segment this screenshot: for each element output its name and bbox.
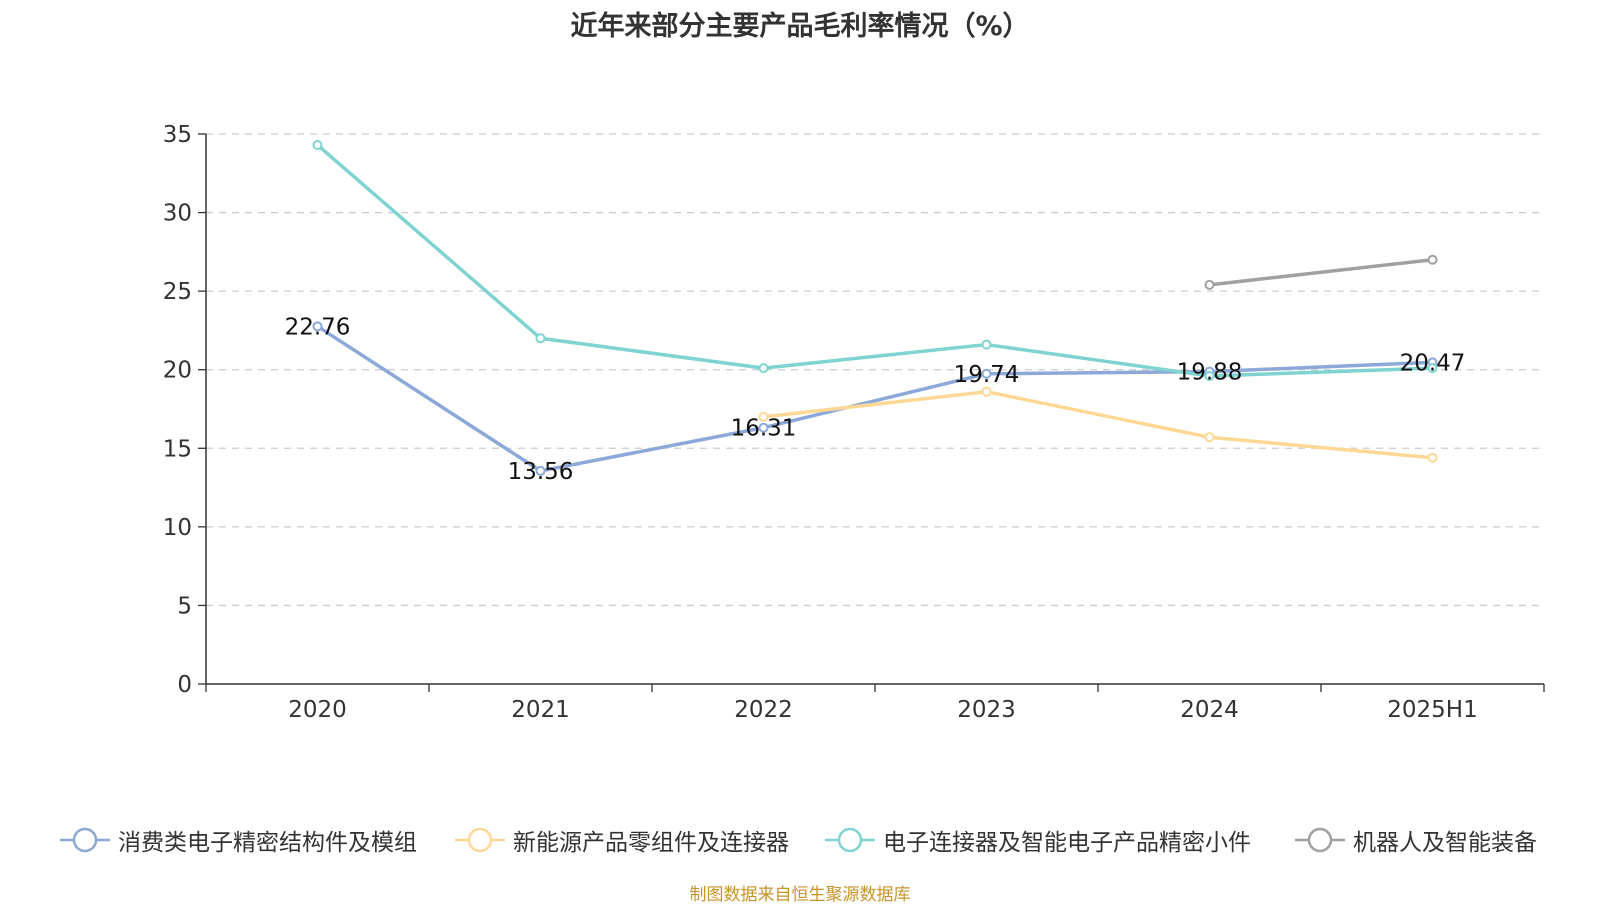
data-point-s2-2021 bbox=[535, 333, 546, 344]
axes: 0 5 10 15 20 25 30 35 2020 2021 2022 2023 2024 2025H1 bbox=[163, 122, 1545, 723]
data-point-s1-2025H1 bbox=[1427, 452, 1438, 463]
y-tick-label-0: 0 bbox=[177, 672, 192, 698]
legend-item-1[interactable]: 新能源产品零组件及连接器 bbox=[455, 822, 789, 858]
data-point-s2-2024 bbox=[1204, 371, 1215, 381]
data-point-s2-2023 bbox=[981, 339, 992, 350]
data-point-s0-2022 bbox=[758, 422, 769, 433]
x-tick-label-2020: 2020 bbox=[288, 697, 347, 723]
series-lines bbox=[316, 143, 1433, 473]
y-tick-label-25: 25 bbox=[163, 279, 192, 305]
legend-marker-icon bbox=[455, 827, 505, 853]
y-tick-label-30: 30 bbox=[163, 201, 192, 227]
legend-item-3[interactable]: 机器人及智能装备 bbox=[1295, 822, 1537, 858]
data-label-s0-2024: 19.88 bbox=[1177, 360, 1243, 386]
legend: 消费类电子精密结构件及模组 新能源产品零组件及连接器 电子连接器及智能电子产品精密小… bbox=[0, 822, 1600, 862]
y-tick-label-15: 15 bbox=[163, 436, 192, 462]
data-point-s0-2020 bbox=[312, 321, 323, 332]
y-tick-label-35: 35 bbox=[163, 122, 192, 148]
series-line-0 bbox=[316, 324, 1433, 473]
y-tick-label-10: 10 bbox=[163, 515, 192, 541]
legend-item-2[interactable]: 电子连接器及智能电子产品精密小件 bbox=[825, 822, 1251, 858]
x-tick-label-2023: 2023 bbox=[957, 697, 1016, 723]
x-tick-label-2024: 2024 bbox=[1180, 697, 1239, 723]
series-line-3 bbox=[1209, 257, 1433, 287]
data-point-s1-2022 bbox=[758, 411, 769, 422]
data-label-s0-2020: 22.76 bbox=[285, 314, 351, 340]
data-point-s2-2020 bbox=[312, 140, 323, 150]
legend-marker-icon bbox=[60, 827, 110, 853]
data-point-s1-2024 bbox=[1204, 432, 1215, 443]
source-note: 制图数据来自恒生聚源数据库 bbox=[689, 885, 911, 905]
y-tick-label-5: 5 bbox=[177, 593, 192, 619]
chart-title: 近年来部分主要产品毛利率情况（%） bbox=[570, 11, 1030, 42]
data-label-s0-2022: 16.31 bbox=[731, 416, 797, 442]
data-point-s1-2023 bbox=[981, 386, 992, 397]
legend-marker-icon bbox=[825, 827, 875, 853]
data-label-s0-2023: 19.74 bbox=[954, 362, 1020, 388]
data-point-s2-2025H1 bbox=[1427, 363, 1438, 374]
data-point-s2-2022 bbox=[758, 363, 769, 374]
data-label-s0-2025H1: 20.47 bbox=[1400, 350, 1466, 376]
data-point-s0-2021 bbox=[535, 465, 546, 476]
x-tick-label-2025H1: 2025H1 bbox=[1387, 697, 1477, 723]
grid-lines bbox=[206, 133, 1544, 607]
data-labels: 22.76 13.56 16.31 19.74 19.88 20.47 bbox=[285, 314, 1466, 485]
data-point-s0-2023 bbox=[981, 368, 992, 379]
legend-label: 新能源产品零组件及连接器 bbox=[513, 830, 789, 856]
legend-label: 机器人及智能装备 bbox=[1353, 830, 1537, 856]
legend-item-0[interactable]: 消费类电子精密结构件及模组 bbox=[60, 822, 417, 858]
legend-label: 消费类电子精密结构件及模组 bbox=[118, 830, 417, 856]
series-line-1 bbox=[763, 389, 1433, 460]
data-points bbox=[312, 140, 1438, 476]
data-label-s0-2021: 13.56 bbox=[508, 459, 574, 485]
y-tick-label-20: 20 bbox=[163, 358, 192, 384]
data-point-s3-2024 bbox=[1204, 279, 1215, 290]
legend-marker-icon bbox=[1295, 827, 1345, 853]
data-point-s3-2025H1 bbox=[1427, 254, 1438, 265]
line-chart: 0 5 10 15 20 25 30 35 2020 2021 2022 2023 2024 2025H1… bbox=[163, 122, 1545, 723]
x-tick-label-2022: 2022 bbox=[734, 697, 793, 723]
series-line-2 bbox=[316, 143, 1433, 378]
legend-label: 电子连接器及智能电子产品精密小件 bbox=[883, 830, 1251, 856]
x-tick-label-2021: 2021 bbox=[511, 697, 570, 723]
